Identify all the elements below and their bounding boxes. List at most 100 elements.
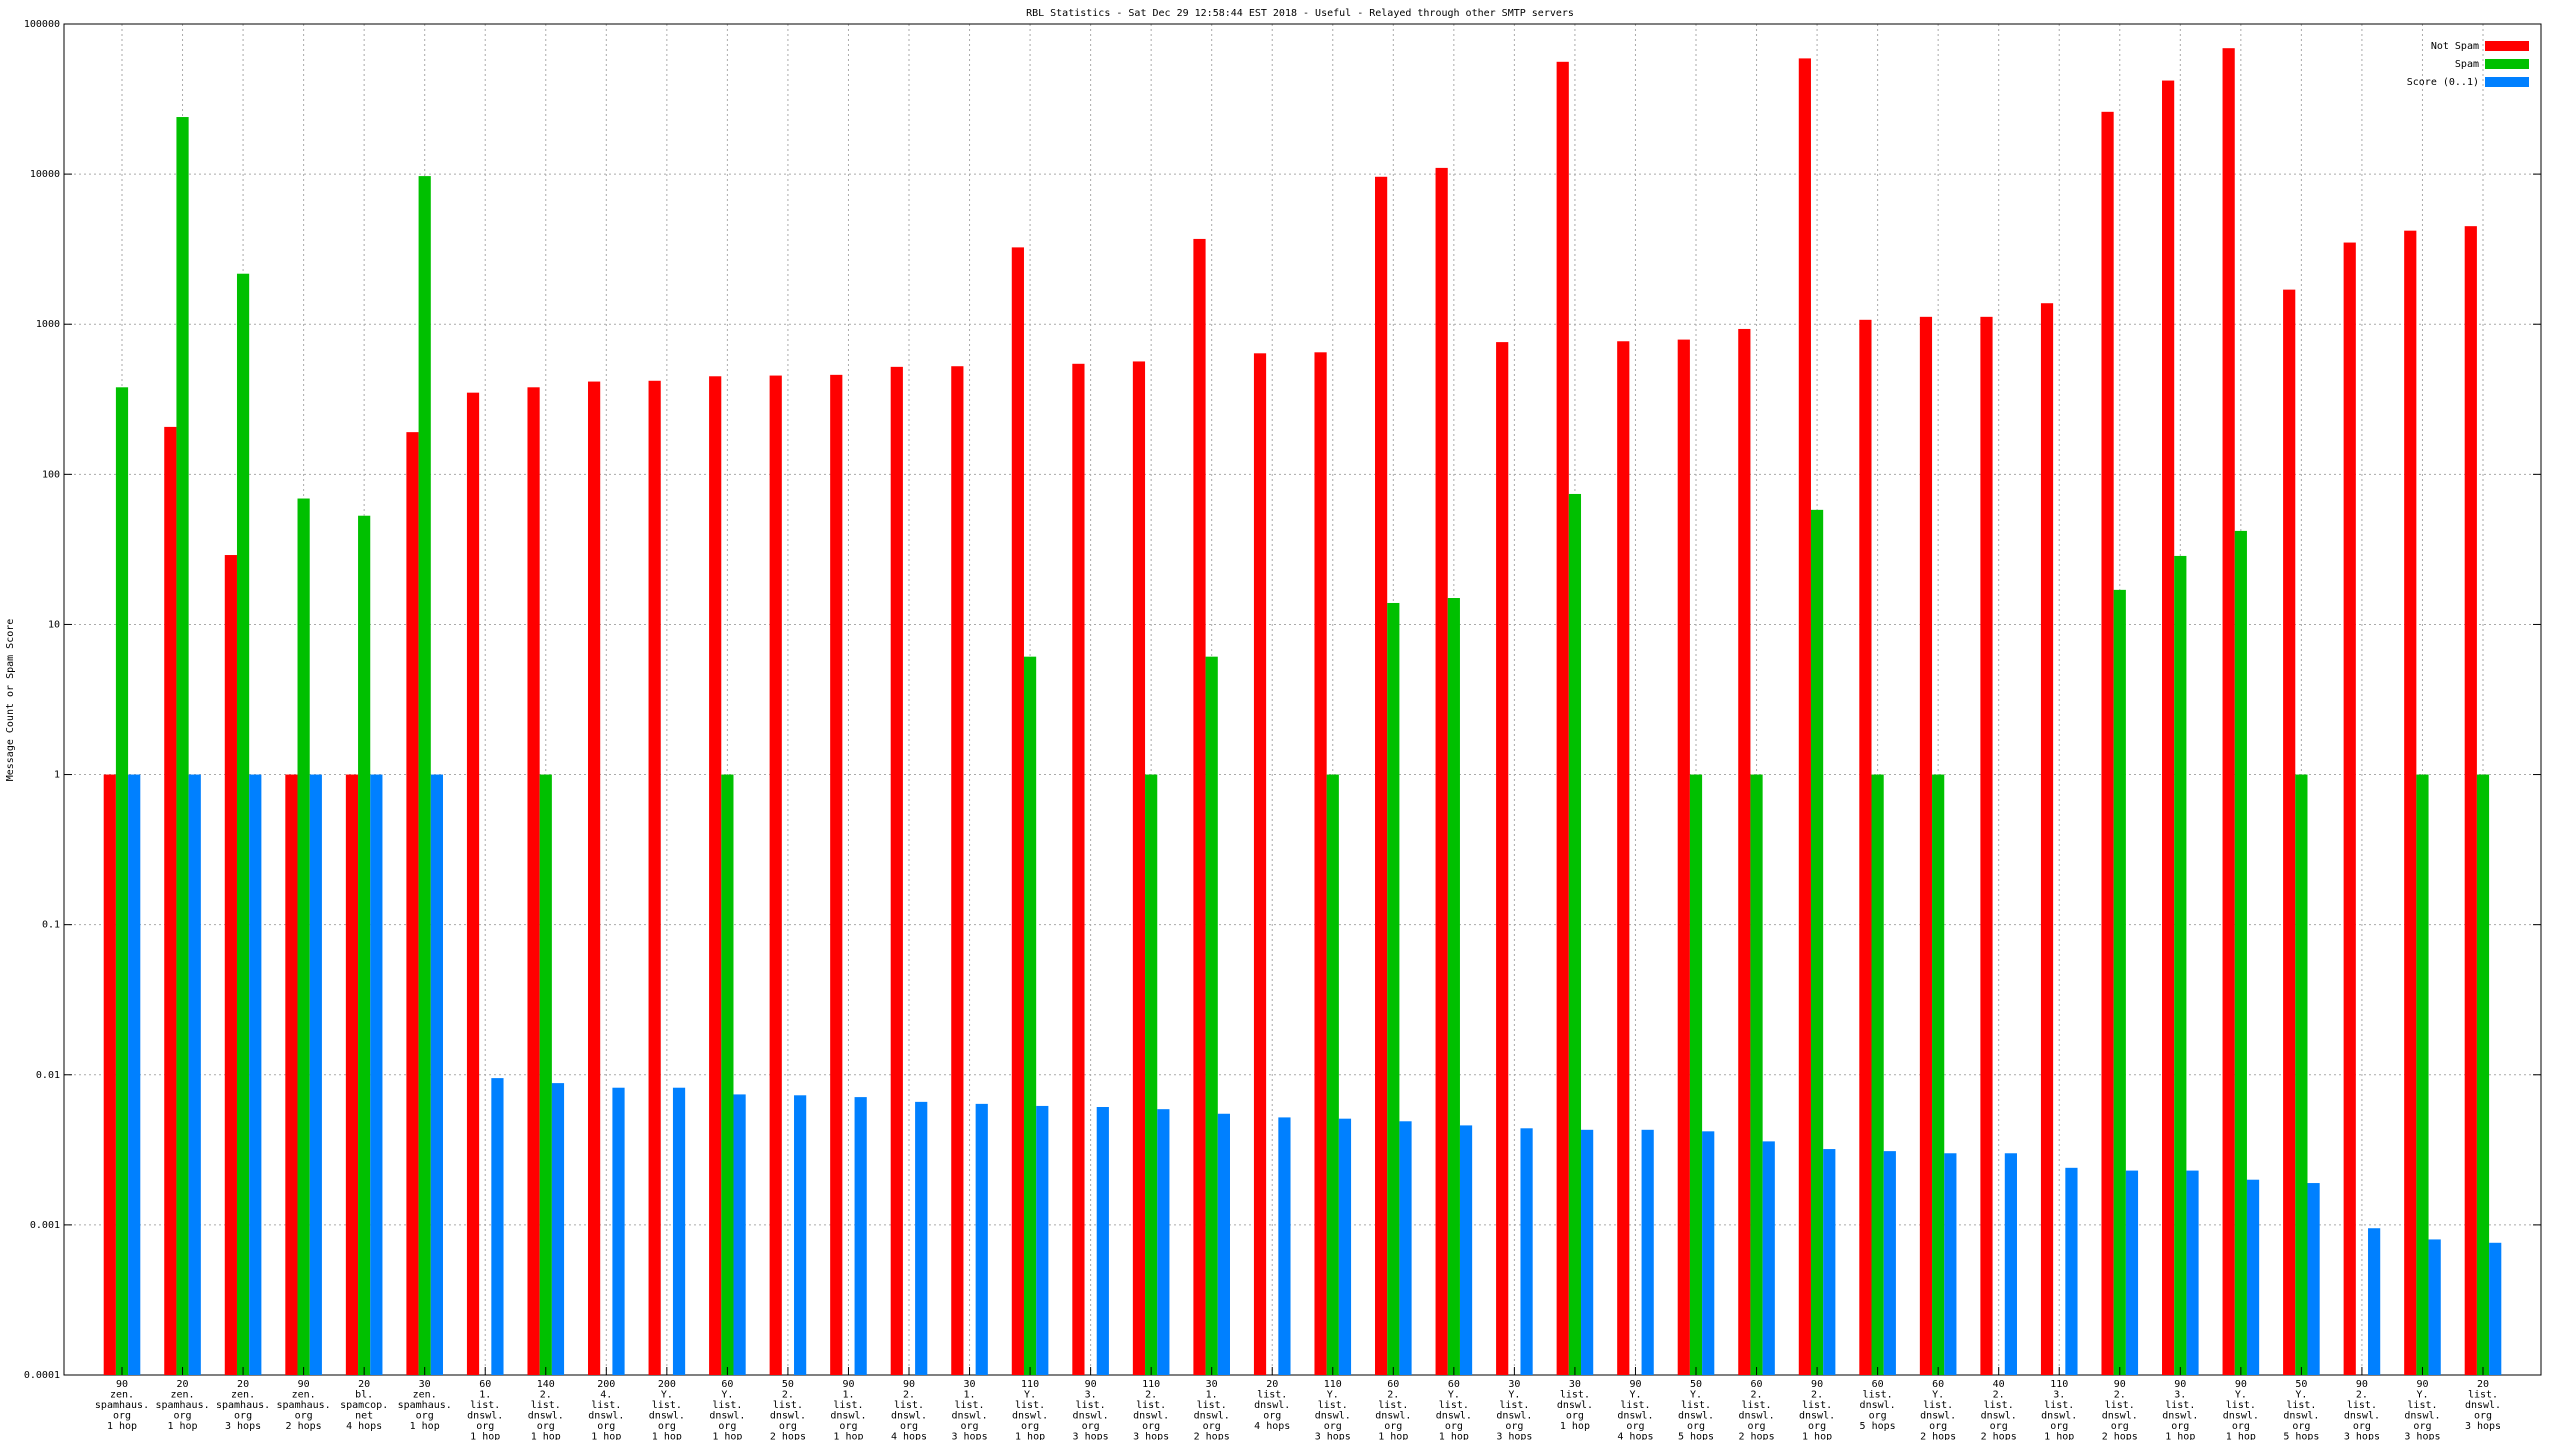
x-tick-label-line: list. (1741, 1400, 1771, 1411)
bar (2428, 1239, 2441, 1375)
x-tick-label-line: 90 (2356, 1379, 2368, 1390)
x-tick-label-line: zen. (110, 1390, 134, 1401)
x-tick-label-line: 2 hops (770, 1432, 806, 1440)
x-tick-label-line: 90 (2114, 1379, 2126, 1390)
x-tick-label-line: dnswl. (1073, 1411, 1109, 1422)
bar (2004, 1153, 2017, 1375)
x-tick-label-line: dnswl. (770, 1411, 806, 1422)
x-tick-label-line: list. (954, 1400, 984, 1411)
x-tick-label-line: 5 hops (1860, 1421, 1896, 1432)
bar (588, 381, 601, 1375)
bar (236, 273, 250, 1376)
legend-swatch (2485, 59, 2529, 69)
x-tick-label: 200 Y. list. dnswl. org 1 hop (649, 1379, 685, 1440)
x-tick-label-line: 4 hops (346, 1421, 382, 1432)
x-tick-label-line: org (2111, 1421, 2129, 1432)
x-tick-label-line: list. (470, 1400, 500, 1411)
bar (1278, 1117, 1291, 1375)
bar (103, 774, 116, 1375)
x-tick-label: 90 2. list. dnswl. org 2 hops (2102, 1379, 2138, 1440)
x-tick-label-line: 1 hop (1378, 1432, 1408, 1440)
bar (1375, 176, 1388, 1375)
bar (2307, 1183, 2320, 1375)
x-tick-label: 60 Y. list. dnswl. org 1 hop (709, 1379, 745, 1440)
bar (1750, 774, 1763, 1375)
x-tick-label: 90 Y. list. dnswl. org 1 hop (2223, 1379, 2259, 1440)
x-tick-label-line: org (779, 1421, 797, 1432)
x-tick-label-line: org (839, 1421, 857, 1432)
bar (309, 774, 322, 1375)
x-tick-label-line: org (1505, 1421, 1523, 1432)
x-tick-label-line: org (2171, 1421, 2189, 1432)
bar (721, 774, 734, 1375)
x-tick-label-line: 90 (2174, 1379, 2186, 1390)
bar (1568, 493, 1582, 1375)
x-tick-label-line: list. (1499, 1400, 1529, 1411)
x-tick-label-line: org (113, 1411, 131, 1422)
x-tick-label-line: dnswl. (1799, 1411, 1835, 1422)
bar (345, 774, 359, 1375)
x-tick-label: 140 2. list. dnswl. org 1 hop (528, 1379, 564, 1440)
x-tick-label-line: zen. (231, 1390, 255, 1401)
x-tick-label-line: org (1263, 1411, 1281, 1422)
y-tick-label: 0.1 (42, 920, 60, 931)
bar (1387, 602, 1400, 1375)
bar (2234, 530, 2247, 1375)
x-tick-label: 20 bl. spamcop. net 4 hops (340, 1379, 388, 1432)
x-tick-label-line: Y. (721, 1390, 733, 1401)
bar (370, 774, 383, 1375)
x-tick-label: 20 list. dnswl. org 3 hops (2465, 1379, 2501, 1432)
x-tick-label: 30 1. list. dnswl. org 3 hops (951, 1379, 987, 1440)
x-tick-label-line: org (658, 1421, 676, 1432)
x-tick-label-line: 110 (1142, 1379, 1160, 1390)
bar (2040, 303, 2054, 1375)
x-tick-label-line: 1 hop (591, 1432, 621, 1440)
bar (1132, 361, 1146, 1375)
x-tick-label-line: dnswl. (588, 1411, 624, 1422)
bar (830, 374, 843, 1375)
x-tick-label-line: org (2413, 1421, 2431, 1432)
bar (1556, 61, 1569, 1375)
x-tick-label-line: 4 hops (1617, 1432, 1653, 1440)
bar (1883, 1151, 1896, 1375)
x-tick-label-line: 200 (597, 1379, 615, 1390)
x-tick-label-line: 110 (1324, 1379, 1342, 1390)
x-tick-label-line: 3. (1085, 1390, 1097, 1401)
x-tick-label: 30 1. list. dnswl. org 2 hops (1194, 1379, 1230, 1440)
x-tick-label-line: Y. (1024, 1390, 1036, 1401)
bar (648, 380, 661, 1375)
x-tick-label-line: 110 (1021, 1379, 1039, 1390)
x-tick-label-line: 1. (1206, 1390, 1218, 1401)
x-tick-label-line: org (1929, 1421, 1947, 1432)
x-tick-label-line: dnswl. (2223, 1411, 2259, 1422)
bar (709, 376, 722, 1375)
x-tick-label-line: org (1021, 1421, 1039, 1432)
x-tick-label-line: 60 (1387, 1379, 1399, 1390)
x-tick-label-line: org (2353, 1421, 2371, 1432)
bar (2113, 589, 2126, 1375)
bar (2125, 1170, 2139, 1375)
x-tick-label-line: list. (1923, 1400, 1953, 1411)
x-tick-label-line: 60 (1448, 1379, 1460, 1390)
bar (1314, 352, 1327, 1375)
x-tick-label-line: 60 (1751, 1379, 1763, 1390)
x-tick-label-line: Y. (1629, 1390, 1641, 1401)
x-tick-label-line: org (2474, 1411, 2492, 1422)
x-tick-label-line: org (1808, 1421, 1826, 1432)
x-tick-label-line: zen. (292, 1390, 316, 1401)
x-tick-label: 30 Y. list. dnswl. org 3 hops (1496, 1379, 1532, 1440)
x-tick-label-line: dnswl. (1436, 1411, 1472, 1422)
plot-frame (63, 23, 2542, 1376)
x-tick-label: 60 2. list. dnswl. org 1 hop (1375, 1379, 1411, 1440)
bar (1859, 319, 1872, 1375)
bar (2162, 80, 2175, 1376)
x-tick-label-line: 1 hop (2165, 1432, 2195, 1440)
x-tick-label-line: 3. (2174, 1390, 2186, 1401)
x-tick-label-line: dnswl. (951, 1411, 987, 1422)
x-tick-label-line: org (537, 1421, 555, 1432)
bar (2295, 774, 2308, 1375)
x-tick-label: 200 4. list. dnswl. org 1 hop (588, 1379, 624, 1440)
x-tick-label: 110 3. list. dnswl. org 1 hop (2041, 1379, 2077, 1440)
bar (672, 1087, 686, 1375)
